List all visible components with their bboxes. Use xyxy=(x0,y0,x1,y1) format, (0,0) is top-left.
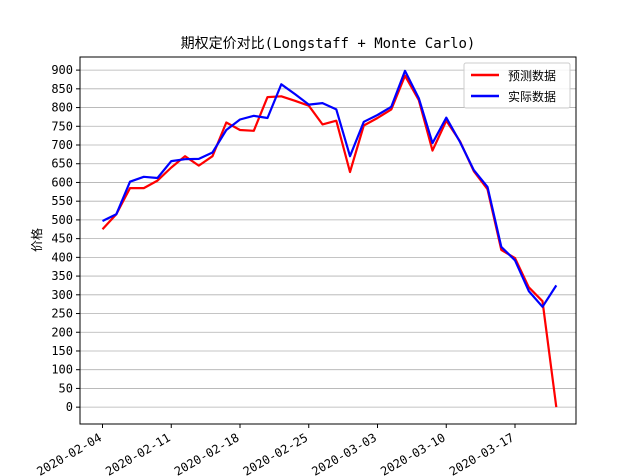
series-line-actual xyxy=(102,69,558,308)
x-tick-label: 2020-02-04 xyxy=(34,430,104,476)
y-tick-label: 150 xyxy=(51,344,73,358)
y-tick-label: 500 xyxy=(51,213,73,227)
y-tick-label: 900 xyxy=(51,63,73,77)
y-tick-label: 750 xyxy=(51,119,73,133)
x-tick-label: 2020-02-25 xyxy=(241,430,311,476)
y-tick-label: 50 xyxy=(59,381,73,395)
y-tick-label: 0 xyxy=(66,400,73,414)
plot-frame xyxy=(79,56,577,425)
y-tick-label: 800 xyxy=(51,101,73,115)
y-tick-label: 450 xyxy=(51,232,73,246)
y-tick-label: 700 xyxy=(51,138,73,152)
x-tick-label: 2020-02-11 xyxy=(103,430,173,476)
y-tick-label: 600 xyxy=(51,175,73,189)
legend: 预测数据 实际数据 xyxy=(463,62,571,109)
x-tick-label: 2020-02-18 xyxy=(172,430,242,476)
x-axis: 2020-02-04 2020-02-11 2020-02-18 2020-02-25… xyxy=(34,424,517,476)
y-tick-label: 350 xyxy=(51,269,73,283)
y-tick-label: 850 xyxy=(51,82,73,96)
y-tick-label: 550 xyxy=(51,194,73,208)
legend-label-actual: 实际数据 xyxy=(508,89,556,104)
y-tick-label: 300 xyxy=(51,288,73,302)
grid-lines xyxy=(80,69,576,408)
chart-title: 期权定价对比(Longstaff + Monte Carlo) xyxy=(181,36,476,52)
x-tick-label: 2020-03-03 xyxy=(309,430,379,476)
y-tick-label: 400 xyxy=(51,250,73,264)
series-lines xyxy=(101,69,558,408)
x-tick-label: 2020-03-17 xyxy=(447,430,517,476)
y-axis: 0 50 100 150 200 250 300 350 400 450 500 550 600 650 7… xyxy=(51,63,80,414)
legend-label-predicted: 预测数据 xyxy=(508,68,556,83)
series-line-predicted xyxy=(101,74,558,408)
y-tick-label: 250 xyxy=(51,307,73,321)
x-tick-label: 2020-03-10 xyxy=(378,430,448,476)
y-tick-label: 650 xyxy=(51,157,73,171)
y-tick-label: 200 xyxy=(51,325,73,339)
y-tick-label: 100 xyxy=(51,363,73,377)
y-axis-label: 价格 xyxy=(29,228,44,252)
